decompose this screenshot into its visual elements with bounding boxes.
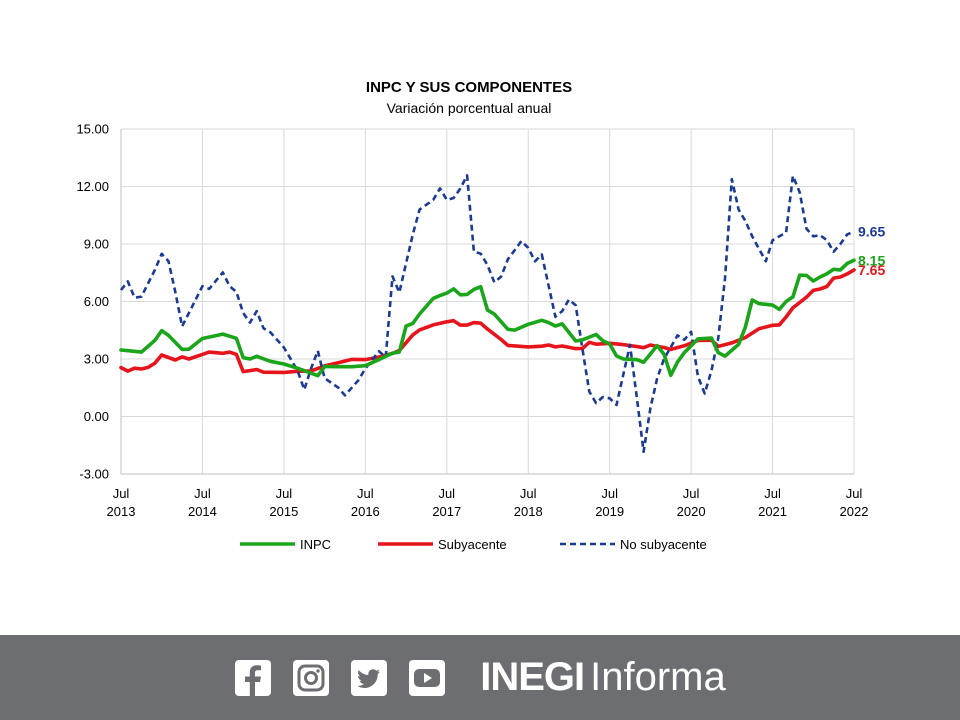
grid	[120, 128, 855, 475]
brand-informa: Informa	[590, 655, 726, 699]
y-tick-label: 6.00	[84, 294, 109, 309]
x-axis: Jul 2013 Jul 2014 Jul 2015 Jul 2016 Jul 2017 Jul 20…	[107, 486, 869, 519]
y-tick-label: 9.00	[84, 237, 109, 252]
legend-label: Subyacente	[438, 537, 507, 552]
footer-bar: INEGI Informa	[0, 635, 960, 720]
twitter-icon[interactable]	[350, 659, 388, 697]
x-tick-year: 2019	[595, 504, 624, 519]
instagram-icon[interactable]	[292, 659, 330, 697]
x-tick-year: 2015	[269, 504, 298, 519]
x-tick-year: 2017	[432, 504, 461, 519]
end-labels: 8.157.65 9.65	[858, 224, 885, 278]
y-tick-label: 12.00	[76, 179, 109, 194]
y-tick-label: 15.00	[76, 122, 109, 137]
inegi-informa-logo: INEGI Informa	[480, 655, 726, 700]
x-tick-month: Jul	[764, 486, 781, 501]
x-tick-year: 2021	[758, 504, 787, 519]
x-tick-month: Jul	[357, 486, 374, 501]
series-line-subyacente	[119, 268, 856, 375]
legend: INPC Subyacente No subyacente	[240, 537, 707, 552]
x-tick-month: Jul	[276, 486, 293, 501]
end-label-subyacente: 7.65	[858, 262, 885, 278]
chart-area: INPC Y SUS COMPONENTES Variación porcent…	[76, 79, 885, 552]
facebook-icon[interactable]	[234, 659, 272, 697]
x-tick-month: Jul	[683, 486, 700, 501]
brand-inegi: INEGI	[480, 655, 585, 699]
y-tick-label: 0.00	[84, 409, 109, 424]
legend-label: INPC	[300, 537, 331, 552]
social-links	[234, 659, 446, 697]
chart-title: INPC Y SUS COMPONENTES	[366, 79, 572, 96]
series-line-no-subyacente	[119, 174, 855, 454]
x-tick-year: 2014	[188, 504, 217, 519]
x-tick-year: 2018	[514, 504, 543, 519]
end-label-inpc: 8.15	[858, 252, 885, 268]
x-tick-month: Jul	[438, 486, 455, 501]
y-tick-label: -3.00	[79, 467, 109, 482]
x-tick-month: Jul	[113, 486, 130, 501]
x-tick-year: 2016	[351, 504, 380, 519]
chart-subtitle: Variación porcentual anual	[387, 100, 552, 116]
x-tick-month: Jul	[601, 486, 618, 501]
x-tick-year: 2013	[107, 504, 136, 519]
y-axis: -3.00 0.00 3.00 6.00 9.00 12.00 15.00	[76, 122, 109, 482]
x-tick-year: 2022	[840, 504, 869, 519]
series-group	[119, 174, 856, 454]
end-label-no-subyacente: 9.65	[858, 224, 885, 240]
x-tick-year: 2020	[677, 504, 706, 519]
chart: INPC Y SUS COMPONENTES Variación porcent…	[76, 79, 885, 552]
series-line-inpc	[119, 258, 856, 378]
x-tick-month: Jul	[520, 486, 537, 501]
x-tick-month: Jul	[194, 486, 211, 501]
youtube-icon[interactable]	[408, 659, 446, 697]
legend-label: No subyacente	[620, 537, 707, 552]
y-tick-label: 3.00	[84, 352, 109, 367]
x-tick-month: Jul	[846, 486, 863, 501]
